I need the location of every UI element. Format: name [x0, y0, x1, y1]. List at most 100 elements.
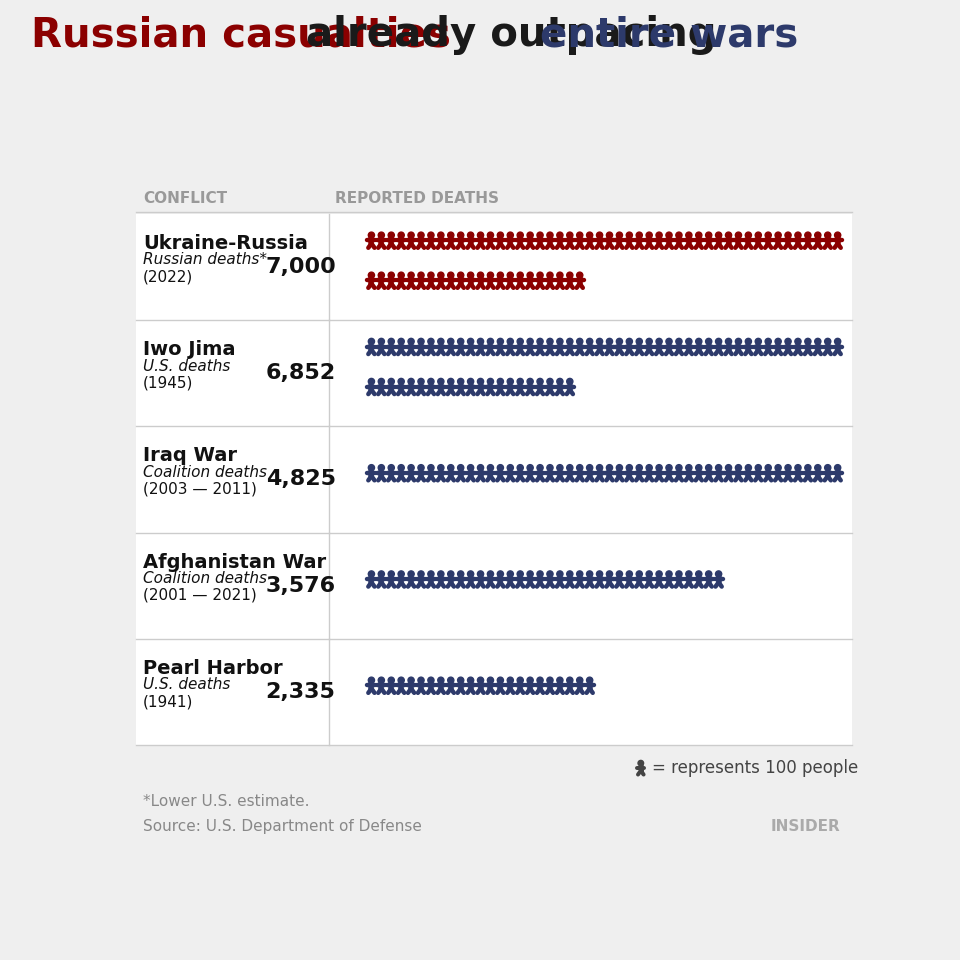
Circle shape: [696, 465, 702, 470]
Circle shape: [607, 465, 612, 470]
Circle shape: [418, 272, 424, 278]
Circle shape: [378, 677, 384, 684]
Circle shape: [428, 571, 434, 577]
Circle shape: [685, 338, 692, 345]
Circle shape: [388, 677, 395, 684]
Circle shape: [775, 338, 781, 345]
Circle shape: [507, 571, 514, 577]
Circle shape: [756, 232, 761, 238]
Circle shape: [447, 465, 454, 470]
Circle shape: [468, 571, 473, 577]
Circle shape: [418, 571, 424, 577]
Circle shape: [527, 465, 533, 470]
FancyBboxPatch shape: [135, 638, 852, 745]
Circle shape: [497, 378, 503, 385]
Text: 7,000: 7,000: [265, 257, 336, 276]
Circle shape: [458, 465, 464, 470]
Circle shape: [815, 232, 821, 238]
Circle shape: [458, 338, 464, 345]
Circle shape: [834, 232, 841, 238]
Circle shape: [557, 571, 563, 577]
Circle shape: [507, 272, 514, 278]
Text: 4,825: 4,825: [266, 469, 336, 490]
Circle shape: [418, 232, 424, 238]
Circle shape: [369, 677, 374, 684]
Circle shape: [638, 760, 643, 766]
Circle shape: [557, 378, 563, 385]
Circle shape: [715, 571, 722, 577]
Text: U.S. deaths: U.S. deaths: [143, 678, 230, 692]
Circle shape: [646, 571, 652, 577]
Circle shape: [626, 465, 633, 470]
Circle shape: [497, 272, 503, 278]
Circle shape: [398, 232, 404, 238]
Circle shape: [547, 338, 553, 345]
Circle shape: [596, 232, 603, 238]
Circle shape: [447, 272, 454, 278]
Circle shape: [447, 338, 454, 345]
Circle shape: [369, 571, 374, 577]
Circle shape: [636, 338, 642, 345]
Circle shape: [488, 677, 493, 684]
Text: Source: U.S. Department of Defense: Source: U.S. Department of Defense: [143, 819, 422, 834]
Circle shape: [676, 571, 682, 577]
Circle shape: [438, 378, 444, 385]
Circle shape: [756, 465, 761, 470]
Circle shape: [428, 272, 434, 278]
Circle shape: [696, 232, 702, 238]
Circle shape: [804, 338, 811, 345]
Circle shape: [815, 338, 821, 345]
Circle shape: [468, 272, 473, 278]
Text: Russian deaths*: Russian deaths*: [143, 252, 267, 267]
Circle shape: [447, 232, 454, 238]
Text: Coalition deaths: Coalition deaths: [143, 465, 267, 480]
Circle shape: [378, 378, 384, 385]
Circle shape: [775, 465, 781, 470]
Circle shape: [488, 232, 493, 238]
Circle shape: [468, 677, 473, 684]
Circle shape: [438, 338, 444, 345]
Text: (2003 — 2011): (2003 — 2011): [143, 482, 257, 496]
Circle shape: [477, 338, 484, 345]
Text: Pearl Harbor: Pearl Harbor: [143, 659, 283, 678]
Circle shape: [715, 465, 722, 470]
Circle shape: [388, 378, 395, 385]
Circle shape: [517, 272, 523, 278]
Circle shape: [468, 232, 473, 238]
Circle shape: [587, 232, 592, 238]
Text: Iraq War: Iraq War: [143, 446, 237, 466]
Circle shape: [566, 465, 573, 470]
Circle shape: [418, 378, 424, 385]
Circle shape: [488, 571, 493, 577]
Circle shape: [685, 232, 692, 238]
Text: entire wars: entire wars: [540, 15, 798, 55]
Circle shape: [428, 378, 434, 385]
Circle shape: [507, 338, 514, 345]
FancyBboxPatch shape: [135, 426, 852, 533]
Circle shape: [557, 272, 563, 278]
Circle shape: [388, 571, 395, 577]
Circle shape: [596, 571, 603, 577]
Circle shape: [398, 465, 404, 470]
Circle shape: [685, 465, 692, 470]
Circle shape: [488, 272, 493, 278]
Circle shape: [726, 465, 732, 470]
Circle shape: [785, 338, 791, 345]
FancyBboxPatch shape: [135, 533, 852, 638]
Circle shape: [666, 232, 672, 238]
Circle shape: [388, 338, 395, 345]
Circle shape: [468, 338, 473, 345]
Text: (1945): (1945): [143, 375, 194, 391]
Circle shape: [398, 571, 404, 577]
Circle shape: [557, 338, 563, 345]
Circle shape: [398, 677, 404, 684]
Circle shape: [378, 272, 384, 278]
Circle shape: [577, 272, 583, 278]
Circle shape: [795, 338, 801, 345]
Circle shape: [706, 232, 711, 238]
Circle shape: [547, 378, 553, 385]
Circle shape: [408, 465, 414, 470]
Circle shape: [726, 338, 732, 345]
Circle shape: [428, 677, 434, 684]
Circle shape: [438, 272, 444, 278]
